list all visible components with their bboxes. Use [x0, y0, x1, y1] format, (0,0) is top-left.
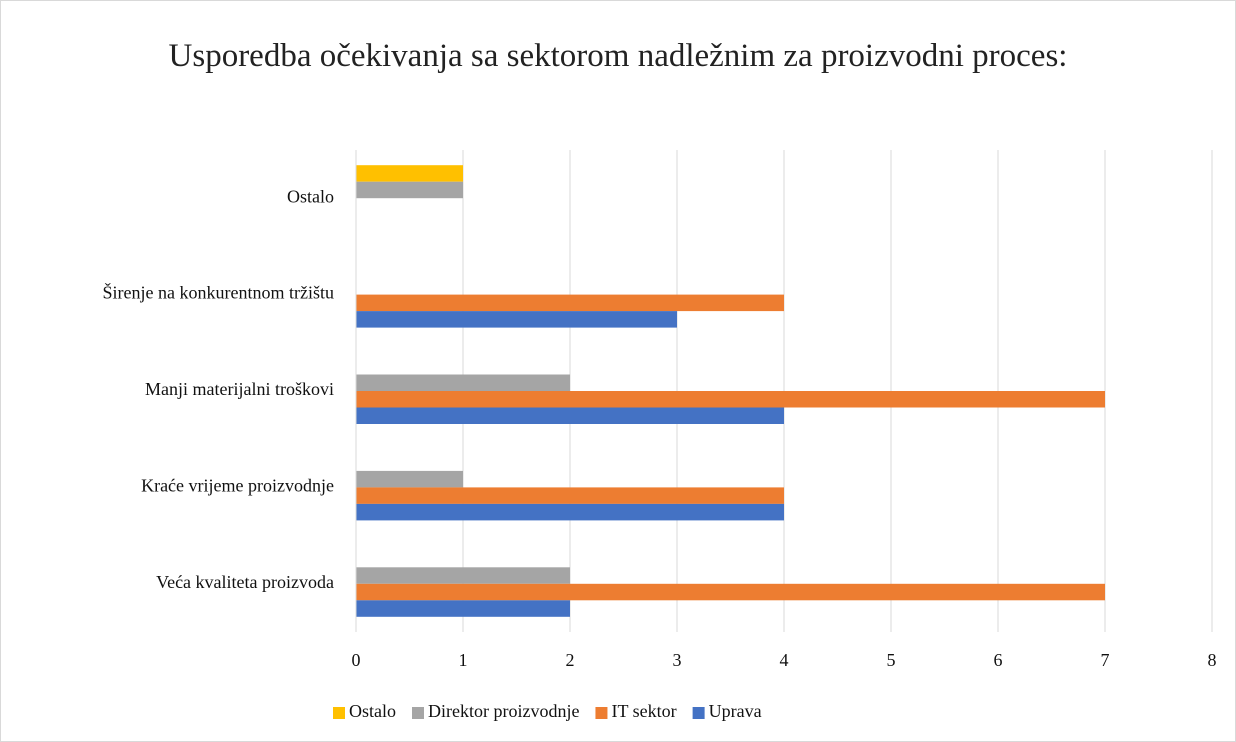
legend-label: Uprava [709, 701, 762, 721]
legend-label: IT sektor [611, 701, 676, 721]
x-tick-label: 4 [780, 650, 789, 670]
bar [356, 583, 1105, 601]
y-tick-label: Ostalo [287, 186, 334, 206]
x-tick-label: 7 [1101, 650, 1110, 670]
x-tick-label: 6 [994, 650, 1003, 670]
y-tick-label: Širenje na konkurentnom tržištu [103, 282, 334, 303]
y-tick-label: Kraće vrijeme proizvodnje [141, 476, 334, 496]
x-tick-label: 0 [352, 650, 361, 670]
legend-label: Direktor proizvodnje [428, 701, 579, 721]
bar [356, 311, 677, 328]
bar [356, 181, 463, 199]
bar [356, 487, 784, 504]
legend-swatch [333, 707, 345, 719]
x-tick-label: 3 [673, 650, 682, 670]
x-tick-label: 1 [459, 650, 468, 670]
y-tick-label: Manji materijalni troškovi [145, 379, 334, 399]
y-tick-label: Veća kvaliteta proizvoda [156, 572, 334, 592]
legend-swatch [595, 707, 608, 719]
bar [356, 374, 570, 391]
legend-swatch [412, 707, 424, 719]
legend-label: Ostalo [349, 701, 396, 721]
bar [356, 600, 570, 617]
bar [356, 470, 463, 488]
x-tick-label: 8 [1208, 650, 1217, 670]
legend-swatch [692, 707, 705, 719]
bar [356, 294, 784, 312]
bar [356, 165, 463, 182]
bar [356, 567, 570, 584]
bar [356, 391, 1105, 408]
chart-title: Usporedba očekivanja sa sektorom nadležn… [168, 38, 1068, 74]
bar [356, 503, 784, 521]
bar [356, 407, 784, 424]
x-tick-label: 2 [566, 650, 575, 670]
x-tick-label: 5 [887, 650, 896, 670]
